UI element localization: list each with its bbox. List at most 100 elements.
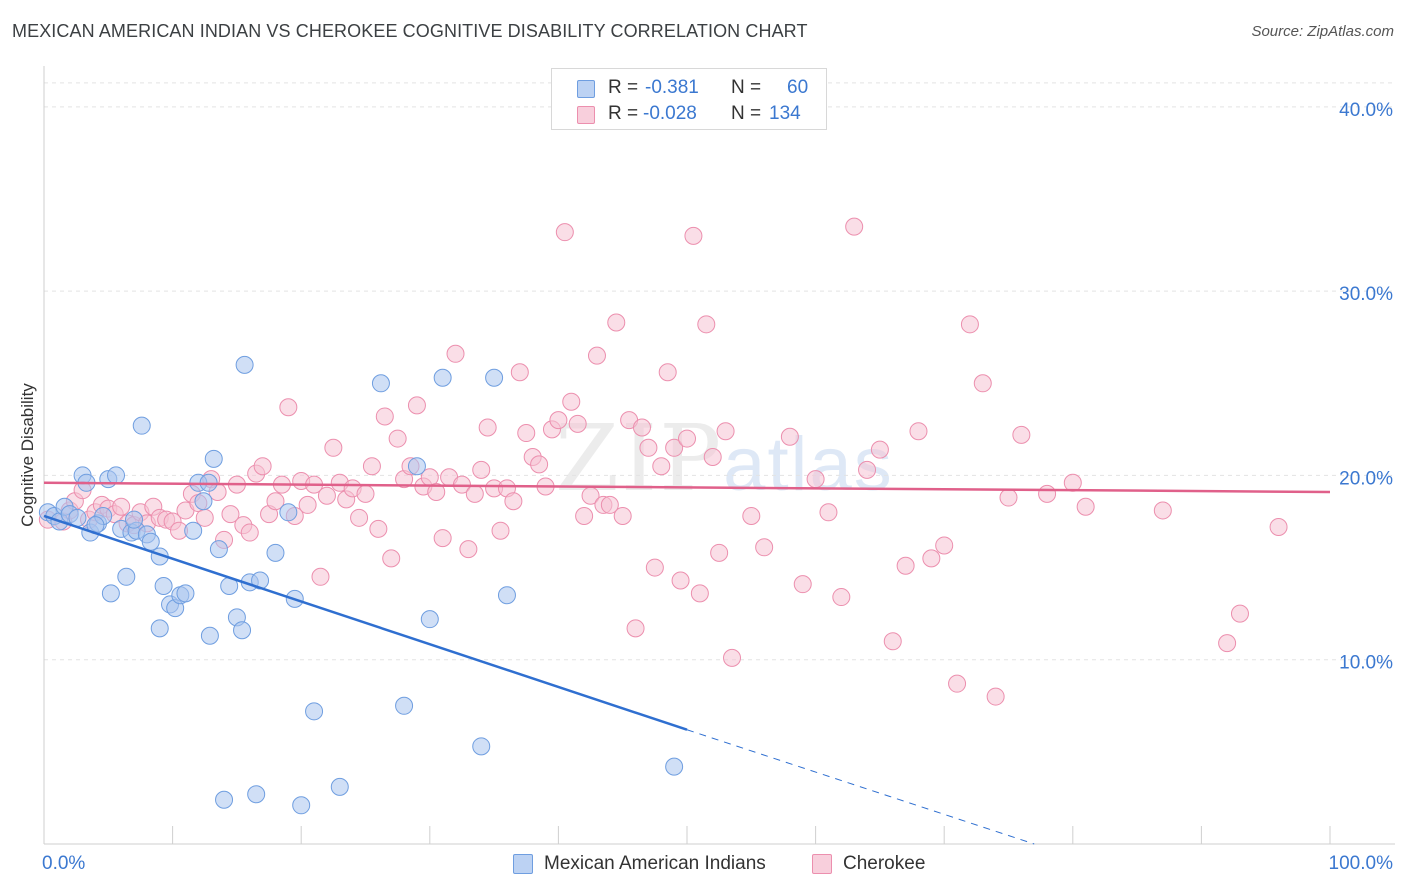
cherokee-point (1012, 425, 1031, 444)
cherokee-point (652, 457, 671, 476)
chart-title: MEXICAN AMERICAN INDIAN VS CHEROKEE COGN… (12, 21, 808, 41)
cherokee-point (742, 506, 761, 525)
mexican-american-indian-point (330, 777, 349, 796)
cherokee-point (723, 648, 742, 667)
cherokee-point (626, 619, 645, 638)
mexican-american-indian-point (305, 702, 324, 721)
cherokee-point (883, 632, 902, 651)
cherokee-point (427, 483, 446, 502)
legend-n-label: N = (731, 77, 762, 98)
legend-swatch-blue (577, 80, 595, 98)
bottom-legend-swatch-pink (812, 854, 832, 874)
cherokee-point (362, 457, 381, 476)
cherokee-point (1218, 634, 1237, 653)
legend-n-value: 60 (787, 77, 809, 98)
cherokee-point (356, 484, 375, 503)
cherokee-point (858, 460, 877, 479)
cherokee-point (266, 492, 285, 511)
mexican-american-indian-point (141, 532, 160, 551)
y-axis-label: Cognitive Disability (18, 383, 37, 527)
mexican-american-indian-point (485, 368, 504, 387)
cherokee-point (845, 217, 864, 236)
mexican-american-indian-point (665, 757, 684, 776)
mexican-american-indian-point (472, 737, 491, 756)
axes (43, 66, 1395, 845)
legend-r-value: -0.381 (645, 77, 699, 98)
cherokee-point (407, 396, 426, 415)
mexican-american-indian-point (117, 567, 136, 586)
mexican-american-indian-points (38, 355, 684, 815)
cherokee-point (279, 398, 298, 417)
cherokee-point (369, 519, 388, 538)
cherokee-point (472, 460, 491, 479)
mexican-american-indian-point (154, 577, 173, 595)
cherokee-point (703, 448, 722, 466)
cherokee-point (1230, 604, 1249, 623)
cherokee-point (755, 538, 774, 557)
cherokee-point (658, 363, 677, 382)
cherokee-point (607, 313, 626, 332)
mexican-american-indian-point (247, 785, 266, 804)
tick-labels: 10.0% 20.0% 30.0% 40.0% 0.0% 100.0% (42, 100, 1393, 874)
mexican-american-indian-point (235, 355, 254, 374)
cherokee-point (665, 438, 684, 457)
cherokee-point (510, 363, 529, 382)
cherokee-trend-line (43, 481, 1331, 494)
cherokee-point (613, 506, 632, 525)
cherokee-point (896, 556, 915, 575)
cherokee-point (1063, 473, 1082, 492)
mexican-american-indian-point (279, 503, 298, 522)
mexican-american-indian-trend-line (43, 514, 688, 731)
cherokee-point (433, 529, 452, 548)
cherokee-point (549, 411, 568, 430)
cherokee-point (530, 455, 549, 474)
cherokee-point (793, 575, 812, 594)
cherokee-point (1153, 501, 1172, 520)
cherokee-point (819, 503, 838, 522)
mexican-american-indian-point (395, 696, 414, 715)
cherokee-point (697, 315, 716, 334)
legend-r-label: R = (608, 103, 639, 124)
cherokee-point (221, 505, 240, 524)
cherokee-point (465, 484, 484, 503)
mexican-american-indian-point (215, 790, 234, 809)
cherokee-point (350, 508, 369, 527)
cherokee-points (38, 217, 1288, 706)
bottom-legend-label: Cherokee (843, 853, 926, 874)
cherokee-point (671, 571, 690, 590)
mexican-american-indian-point (266, 543, 285, 562)
mexican-american-indian-point (125, 510, 144, 529)
y-tick-label: 40.0% (1339, 100, 1393, 121)
cherokee-point (678, 429, 696, 448)
cherokee-point (317, 486, 336, 505)
cherokee-point (973, 374, 992, 393)
y-tick-label: 30.0% (1339, 284, 1393, 305)
cherokee-point (870, 440, 889, 459)
mexican-american-indian-point (68, 508, 87, 527)
trend-lines (43, 481, 1331, 845)
cherokee-point (632, 418, 651, 437)
cherokee-point (922, 549, 941, 568)
cherokee-point (587, 346, 606, 365)
mexican-american-indian-point (407, 457, 426, 476)
correlation-legend: R = -0.381 N = 60 R = -0.028 N = 134 (551, 68, 827, 130)
cherokee-point (240, 523, 259, 542)
y-tick-label: 20.0% (1339, 468, 1393, 489)
mexican-american-indian-point (150, 619, 169, 638)
mexican-american-indian-point (371, 374, 390, 393)
mexican-american-indian-point (194, 492, 213, 511)
cherokee-point (960, 315, 979, 334)
cherokee-point (684, 226, 703, 245)
mexican-american-indian-point (433, 368, 452, 387)
cherokee-point (459, 540, 478, 559)
mexican-american-indian-trend-extension (686, 729, 1035, 845)
cherokee-point (1076, 497, 1095, 516)
cherokee-point (382, 549, 401, 568)
cherokee-point (491, 521, 510, 540)
mexican-american-indian-point (497, 586, 516, 605)
cherokee-point (388, 429, 407, 448)
cherokee-point (446, 344, 465, 363)
bottom-legend-label: Mexican American Indians (544, 853, 766, 874)
cherokee-point (478, 418, 497, 437)
